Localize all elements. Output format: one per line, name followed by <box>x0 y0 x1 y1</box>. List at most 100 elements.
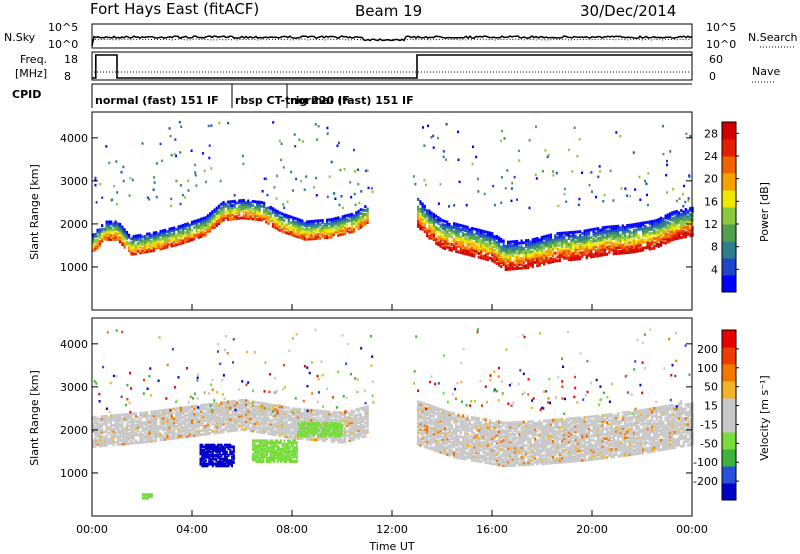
range-cell <box>543 235 546 239</box>
range-cell <box>292 417 295 420</box>
range-cell <box>98 423 101 427</box>
range-cell <box>114 423 117 427</box>
range-cell <box>462 453 465 457</box>
range-cell <box>489 249 492 252</box>
range-cell <box>477 436 480 440</box>
range-cell <box>585 229 588 233</box>
range-cell <box>263 209 266 213</box>
range-cell <box>310 221 313 225</box>
range-cell <box>350 216 353 220</box>
range-cell <box>669 221 672 225</box>
range-cell <box>520 239 523 243</box>
range-cell <box>664 231 667 235</box>
range-cell <box>170 419 173 423</box>
range-cell <box>134 250 137 254</box>
range-cell <box>417 411 420 415</box>
range-cell <box>344 436 347 440</box>
range-cell <box>480 231 483 235</box>
range-cell <box>675 221 678 225</box>
range-cell <box>121 428 124 432</box>
range-cell <box>518 159 521 162</box>
range-cell <box>197 226 200 230</box>
range-cell <box>310 229 313 233</box>
range-cell <box>466 237 469 241</box>
range-cell <box>432 428 435 432</box>
range-cell <box>364 409 367 413</box>
range-cell <box>364 413 367 417</box>
range-cell <box>435 433 438 437</box>
range-cell <box>332 412 335 416</box>
range-cell <box>486 244 489 248</box>
range-cell <box>229 215 232 219</box>
range-cell <box>450 413 453 417</box>
range-cell <box>204 223 207 227</box>
range-cell <box>177 416 180 420</box>
range-cell <box>184 196 186 199</box>
range-cell <box>114 228 117 232</box>
range-cell <box>170 421 173 425</box>
range-cell <box>200 221 203 225</box>
range-cell <box>119 230 122 234</box>
range-cell <box>326 126 329 130</box>
range-cell <box>94 440 97 444</box>
range-cell <box>272 431 275 434</box>
range-cell <box>128 424 131 428</box>
range-cell <box>337 141 340 145</box>
range-cell <box>211 418 214 422</box>
range-cell <box>547 261 550 265</box>
range-cell <box>353 435 356 439</box>
range-cell <box>191 228 194 232</box>
range-cell <box>444 436 447 440</box>
range-cell <box>561 237 564 241</box>
range-cell <box>455 428 458 432</box>
range-cell <box>441 447 444 451</box>
range-cell <box>179 224 182 228</box>
range-cell <box>357 417 360 421</box>
range-cell <box>269 432 272 436</box>
range-cell <box>504 260 507 264</box>
range-cell <box>549 260 552 264</box>
range-cell <box>473 449 476 453</box>
range-cell <box>612 250 615 254</box>
range-cell <box>687 226 690 230</box>
range-cell <box>112 418 115 422</box>
range-cell <box>633 242 636 246</box>
range-cell <box>182 412 185 416</box>
range-cell <box>552 174 555 177</box>
range-cell <box>359 416 362 420</box>
range-cell <box>227 400 230 404</box>
range-cell <box>310 418 313 422</box>
range-cell <box>588 248 591 252</box>
range-cell <box>213 415 216 419</box>
range-cell <box>236 422 239 426</box>
range-cell <box>428 435 431 439</box>
range-cell <box>197 429 200 433</box>
range-cell <box>267 408 270 412</box>
range-cell <box>588 232 591 236</box>
range-cell <box>525 245 528 248</box>
range-cell <box>585 242 588 246</box>
range-cell <box>359 430 362 434</box>
range-cell <box>263 213 266 217</box>
range-cell <box>464 250 467 254</box>
range-cell <box>366 207 369 211</box>
range-cell <box>435 449 438 452</box>
range-cell <box>430 219 433 223</box>
range-cell <box>448 224 451 228</box>
range-cell <box>143 240 146 244</box>
range-cell <box>588 240 591 244</box>
range-cell <box>220 413 223 417</box>
range-cell <box>335 226 338 230</box>
range-cell <box>507 250 510 254</box>
range-cell <box>101 196 104 199</box>
range-cell <box>531 245 534 249</box>
range-cell <box>366 430 369 434</box>
range-cell <box>660 218 663 222</box>
range-cell <box>635 247 638 251</box>
range-cell <box>673 237 676 241</box>
range-cell <box>236 411 239 415</box>
range-cell <box>202 405 205 409</box>
range-cell <box>466 453 469 457</box>
range-cell <box>130 424 133 428</box>
